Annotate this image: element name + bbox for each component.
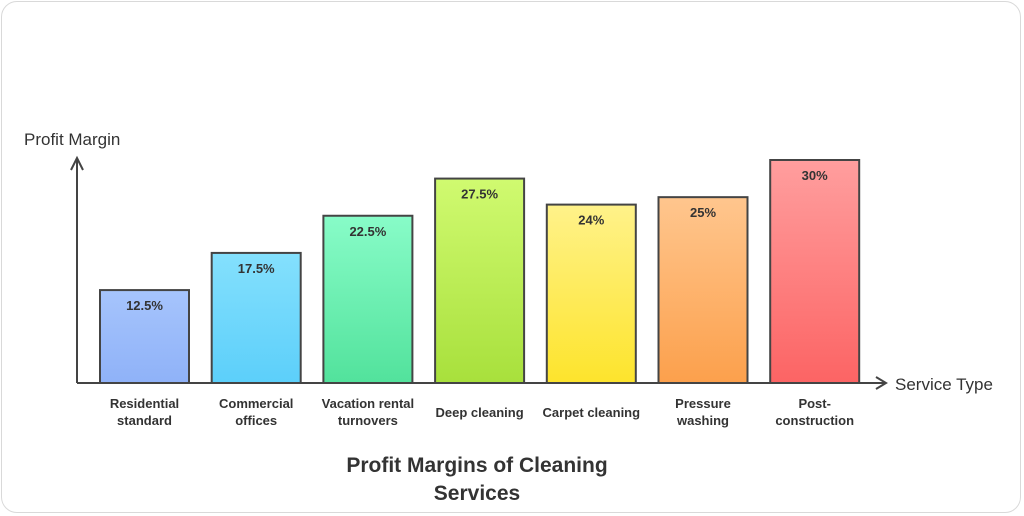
- x-tick-label: standard: [117, 413, 172, 428]
- bar: [99, 289, 190, 385]
- x-tick-label: Commercial: [219, 396, 293, 411]
- data-label: 22.5%: [349, 224, 386, 239]
- bar: [210, 251, 302, 384]
- data-label: 25%: [690, 205, 716, 220]
- x-tick-label: Post-: [798, 396, 831, 411]
- data-label: 12.5%: [126, 298, 163, 313]
- data-label: 24%: [578, 213, 604, 228]
- x-tick-label: Vacation rental: [322, 396, 414, 411]
- x-tick-label: Carpet cleaning: [543, 405, 641, 420]
- bar: [657, 196, 749, 384]
- chart-title-line-2: Services: [434, 482, 520, 505]
- x-axis-arrow: [875, 376, 888, 390]
- y-axis-label: Profit Margin: [24, 130, 120, 149]
- bar: [322, 214, 414, 384]
- data-label: 30%: [802, 168, 828, 183]
- data-label: 17.5%: [238, 261, 275, 276]
- x-tick-label: construction: [775, 413, 854, 428]
- x-tick-label: turnovers: [338, 413, 398, 428]
- bar: [434, 177, 526, 384]
- x-tick-label: offices: [235, 413, 277, 428]
- x-tick-label: Pressure: [675, 396, 731, 411]
- x-axis-label: Service Type: [895, 375, 993, 394]
- x-tick-label: Residential: [110, 396, 179, 411]
- y-axis-arrow: [70, 155, 84, 171]
- bar: [545, 203, 637, 384]
- chart-title-line-1: Profit Margins of Cleaning: [346, 454, 607, 477]
- x-tick-label: washing: [676, 413, 729, 428]
- x-tick-label: Deep cleaning: [436, 405, 524, 420]
- data-label: 27.5%: [461, 187, 498, 202]
- bar: [769, 159, 861, 384]
